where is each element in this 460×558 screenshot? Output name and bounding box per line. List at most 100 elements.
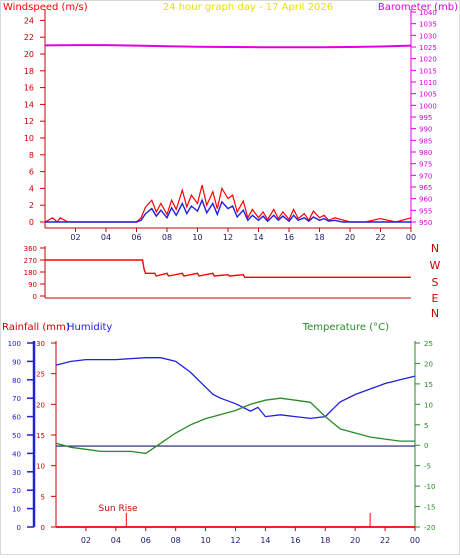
temperature-tick-label: -15 bbox=[424, 504, 435, 512]
rainfall-tick-label: 0 bbox=[41, 524, 45, 532]
wind-x-tick-label: 20 bbox=[345, 233, 355, 242]
bottom-x-tick-label: 14 bbox=[260, 536, 270, 545]
windspeed-tick-label: 0 bbox=[29, 218, 34, 227]
barometer-tick-label: 990 bbox=[419, 126, 432, 134]
temperature-tick-label: 5 bbox=[424, 422, 428, 430]
compass-label: N bbox=[431, 242, 439, 255]
bottom-x-ticks: 02 04 06 08 10 12 14 16 18 20 22 00 bbox=[81, 527, 420, 545]
barometer-tick-label: 1015 bbox=[419, 67, 437, 75]
humidity-line bbox=[55, 357, 416, 420]
wind-x-tick-label: 08 bbox=[162, 233, 172, 242]
bottom-x-tick-label: 08 bbox=[171, 536, 181, 545]
barometer-tick-label: 980 bbox=[419, 149, 432, 157]
barometer-tick-label: 1020 bbox=[419, 56, 437, 64]
humidity-temp-ticks: 0102030405060708090100051015202530-20-15… bbox=[8, 340, 436, 532]
humidity-tick-label: 0 bbox=[17, 524, 21, 532]
bottom-x-tick-label: 16 bbox=[290, 536, 300, 545]
windspeed-tick-label: 20 bbox=[24, 50, 34, 59]
barometer-tick-label: 1040 bbox=[419, 9, 437, 17]
rainfall-tick-label: 15 bbox=[36, 432, 45, 440]
direction-tick-label: 0 bbox=[33, 293, 37, 301]
bottom-x-tick-label: 10 bbox=[200, 536, 210, 545]
direction-tick-label: 360 bbox=[24, 245, 37, 253]
barometer-tick-label: 975 bbox=[419, 161, 432, 169]
windspeed-tick-label: 10 bbox=[24, 134, 34, 143]
direction-tick-label: 270 bbox=[24, 257, 37, 265]
compass-label: E bbox=[432, 292, 439, 305]
bottom-x-tick-label: 06 bbox=[141, 536, 151, 545]
wind-series bbox=[44, 44, 412, 223]
windspeed-tick-label: 16 bbox=[24, 84, 34, 93]
barometer-tick-label: 1025 bbox=[419, 44, 437, 52]
temperature-tick-label: 25 bbox=[424, 340, 433, 348]
graph-title: 24 hour graph day - 17 April 2026 bbox=[163, 2, 333, 13]
compass-label: N bbox=[431, 307, 439, 320]
wind-x-tick-label: 18 bbox=[314, 233, 324, 242]
temperature-axis-title: Temperature (°C) bbox=[302, 322, 389, 333]
humidity-tick-label: 20 bbox=[12, 487, 21, 495]
barometer-tick-label: 1030 bbox=[419, 32, 437, 40]
humidity-tick-label: 40 bbox=[12, 450, 21, 458]
wind-gust-line bbox=[44, 184, 412, 223]
temperature-tick-label: -5 bbox=[424, 463, 431, 471]
temperature-tick-label: -20 bbox=[424, 524, 435, 532]
rainfall-tick-label: 5 bbox=[41, 493, 45, 501]
rainfall-tick-label: 25 bbox=[36, 371, 45, 379]
rainfall-axis-title: Rainfall (mm) bbox=[2, 322, 70, 333]
barometer-tick-label: 960 bbox=[419, 196, 432, 204]
bottom-x-tick-label: 22 bbox=[380, 536, 390, 545]
barometer-tick-label: 985 bbox=[419, 137, 432, 145]
humidity-axis-title: Humidity bbox=[67, 322, 112, 333]
windspeed-tick-label: 14 bbox=[24, 100, 34, 109]
direction-series bbox=[45, 259, 411, 278]
humidity-tick-label: 80 bbox=[12, 377, 21, 385]
compass-label: S bbox=[432, 276, 439, 289]
humidity-tick-label: 70 bbox=[12, 395, 21, 403]
wind-average-line bbox=[45, 198, 411, 223]
bottom-x-tick-label: 18 bbox=[320, 536, 330, 545]
barometer-axis-title: Barometer (mb) bbox=[378, 2, 458, 13]
barometer-tick-label: 1035 bbox=[419, 21, 437, 29]
humidity-tick-label: 50 bbox=[12, 432, 21, 440]
wind-direction-line bbox=[45, 259, 411, 278]
humidity-tick-label: 100 bbox=[8, 340, 21, 348]
barometer-tick-label: 950 bbox=[419, 219, 432, 227]
temperature-tick-label: -10 bbox=[424, 483, 435, 491]
humidity-tick-label: 90 bbox=[12, 358, 21, 366]
barometer-tick-label: 955 bbox=[419, 207, 432, 215]
wind-x-tick-label: 04 bbox=[101, 233, 111, 242]
wind-x-tick-label: 12 bbox=[223, 233, 233, 242]
bottom-x-tick-label: 00 bbox=[410, 536, 420, 545]
bottom-x-tick-label: 04 bbox=[111, 536, 121, 545]
barometer-tick-label: 965 bbox=[419, 184, 432, 192]
barometer-line bbox=[44, 44, 412, 49]
wind-x-ticks: 02 04 06 08 10 12 14 16 18 20 22 00 bbox=[70, 228, 416, 242]
compass-label: W bbox=[430, 259, 441, 272]
wind-x-tick-label: 14 bbox=[253, 233, 263, 242]
windspeed-tick-label: 24 bbox=[24, 16, 34, 25]
rainfall-tick-label: 10 bbox=[36, 463, 45, 471]
barometer-tick-label: 995 bbox=[419, 114, 432, 122]
wind-x-tick-label: 10 bbox=[192, 233, 202, 242]
windspeed-tick-label: 8 bbox=[29, 151, 34, 160]
temperature-tick-label: 20 bbox=[424, 360, 433, 368]
temperature-tick-label: 15 bbox=[424, 381, 433, 389]
humidity-temp-series bbox=[55, 357, 416, 528]
barometer-tick-label: 970 bbox=[419, 172, 432, 180]
sunrise-label: Sun Rise bbox=[99, 504, 138, 514]
wind-x-tick-label: 02 bbox=[70, 233, 80, 242]
humidity-tick-label: 10 bbox=[12, 506, 21, 514]
windspeed-tick-label: 2 bbox=[29, 201, 34, 210]
humidity-tick-label: 60 bbox=[12, 414, 21, 422]
temperature-line bbox=[55, 397, 415, 455]
wind-x-tick-label: 00 bbox=[406, 233, 416, 242]
wind-x-tick-label: 16 bbox=[284, 233, 294, 242]
barometer-tick-label: 1005 bbox=[419, 91, 437, 99]
windspeed-tick-label: 18 bbox=[24, 67, 34, 76]
barometer-ticks: 950 955 960 965 970 975 980 985 990 995 1000 1005 10… bbox=[411, 9, 437, 227]
direction-tick-label: 90 bbox=[28, 281, 37, 289]
